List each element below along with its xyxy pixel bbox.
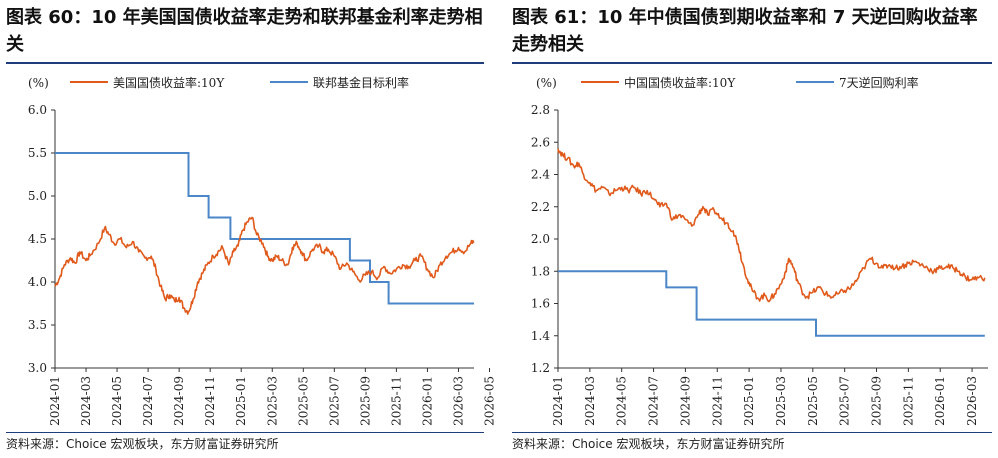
x-tick-label: 2024-07	[647, 376, 661, 426]
x-tick-label: 2024-03	[79, 376, 93, 426]
series-line-bond-yield	[54, 216, 475, 315]
x-tick-label: 2026-01	[933, 376, 947, 426]
series-line-bond-yield	[557, 148, 986, 303]
y-tick-label: 3.5	[28, 318, 47, 332]
title-underline	[6, 62, 484, 64]
x-tick-label: 2024-11	[710, 376, 724, 426]
x-tick-label: 2024-01	[551, 376, 565, 426]
chart-title: 图表 61：10 年中债国债到期收益率和 7 天逆回购收益率走势相关	[512, 7, 978, 55]
x-tick-label: 2025-09	[358, 376, 372, 426]
x-tick-label: 2024-09	[172, 376, 186, 426]
x-tick-label: 2026-05	[483, 376, 497, 426]
y-tick-label: 1.2	[531, 361, 550, 375]
x-tick-label: 2025-03	[265, 376, 279, 426]
us-yield-chart: 3.0 3.5 4.0 4.5 5.0 5.5 6.0 2024-01 2024-03 2024-…	[28, 75, 497, 426]
y-tick-label: 1.6	[531, 297, 550, 311]
x-tick-label: 2024-05	[615, 376, 629, 426]
title-underline	[512, 62, 992, 64]
x-tick-label: 2024-03	[583, 376, 597, 426]
x-tick-label: 2025-07	[838, 376, 852, 426]
legend-label: 中国国债收益率:10Y	[624, 75, 736, 90]
y-tick-label: 4.0	[28, 275, 47, 289]
y-tick-label: 1.4	[531, 329, 550, 343]
series-line-policy-rate	[55, 152, 474, 305]
source-note: 资料来源：Choice 宏观板块，东方财富证券研究所	[512, 437, 785, 451]
x-tick-label: 2025-07	[327, 376, 341, 426]
y-tick-label: 2.6	[531, 135, 550, 149]
y-tick-label: 2.2	[531, 200, 550, 214]
x-tick-label: 2026-05	[997, 376, 998, 426]
x-tick-label: 2025-09	[870, 376, 884, 426]
x-tick-label: 2025-05	[296, 376, 310, 426]
y-tick-label: 4.5	[28, 232, 47, 246]
y-tick-label: 2.4	[531, 168, 550, 182]
y-tick-label: 2.8	[531, 103, 550, 117]
x-tick-label: 2026-01	[420, 376, 434, 426]
source-rule	[6, 432, 484, 433]
y-tick-label: 5.5	[28, 146, 47, 160]
x-tick-label: 2025-01	[742, 376, 756, 426]
source-note: 资料来源：Choice 宏观板块，东方财富证券研究所	[6, 437, 279, 451]
chart-panel-cn: 图表 61：10 年中债国债到期收益率和 7 天逆回购收益率走势相关 1.2 1.…	[506, 0, 998, 458]
x-tick-label: 2024-09	[678, 376, 692, 426]
source-rule	[512, 432, 992, 433]
y-tick-label: 6.0	[28, 103, 47, 117]
x-tick-label: 2024-11	[203, 376, 217, 426]
y-tick-label: 3.0	[28, 361, 47, 375]
y-unit-label: (%)	[536, 76, 557, 90]
x-tick-label: 2024-05	[110, 376, 124, 426]
x-tick-label: 2026-03	[965, 376, 979, 426]
x-tick-label: 2024-07	[141, 376, 155, 426]
x-tick-label: 2026-03	[451, 376, 465, 426]
x-tick-label: 2025-11	[389, 376, 403, 426]
x-tick-label: 2025-03	[774, 376, 788, 426]
y-tick-label: 1.8	[531, 264, 550, 278]
legend-label: 7天逆回购利率	[839, 75, 919, 90]
x-tick-label: 2025-11	[901, 376, 915, 426]
y-unit-label: (%)	[28, 76, 49, 90]
cn-yield-chart: 1.2 1.4 1.6 1.8 2.0 2.2 2.4 2.6 2.8 2024-01 2024-0…	[531, 75, 998, 426]
chart-panel-us: 图表 60：10 年美国国债收益率走势和联邦基金利率走势相关 3.0 3.5 4.0…	[0, 0, 497, 458]
legend-label: 美国国债收益率:10Y	[113, 75, 225, 90]
series-line-policy-rate	[558, 270, 985, 337]
x-tick-label: 2025-01	[234, 376, 248, 426]
legend-label: 联邦基金目标利率	[313, 75, 409, 90]
y-tick-label: 5.0	[28, 189, 47, 203]
x-tick-label: 2025-05	[806, 376, 820, 426]
x-tick-label: 2024-01	[48, 376, 62, 426]
chart-title: 图表 60：10 年美国国债收益率走势和联邦基金利率走势相关	[6, 7, 483, 55]
y-tick-label: 2.0	[531, 232, 550, 246]
